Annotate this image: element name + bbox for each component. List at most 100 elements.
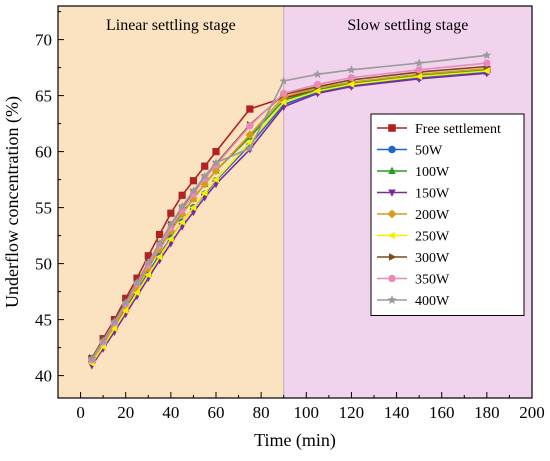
x-tick-label: 20 — [117, 403, 134, 422]
data-point — [211, 176, 219, 184]
data-point — [388, 189, 396, 197]
legend-item: 150W — [377, 187, 450, 202]
data-point — [178, 191, 186, 199]
data-point — [415, 66, 423, 74]
data-point — [211, 158, 221, 167]
y-tick-label: 65 — [35, 87, 52, 106]
legend-label: 150W — [415, 187, 450, 202]
x-tick-label: 80 — [253, 403, 270, 422]
data-point — [313, 87, 321, 95]
y-tick-label: 50 — [35, 255, 52, 274]
data-point — [132, 289, 140, 297]
x-tick-label: 40 — [162, 403, 179, 422]
x-axis-title: Time (min) — [254, 430, 336, 451]
data-point — [388, 274, 396, 283]
data-point — [388, 145, 396, 154]
data-point — [166, 235, 174, 243]
stage-region — [58, 6, 284, 398]
data-point — [245, 130, 255, 140]
data-point — [121, 307, 129, 315]
data-point — [246, 122, 254, 130]
stage-label: Linear settling stage — [106, 17, 236, 34]
data-point — [387, 209, 397, 219]
legend-label: Free settlement — [415, 122, 501, 137]
data-point — [143, 257, 153, 267]
data-point — [167, 209, 175, 217]
y-tick-label: 40 — [35, 367, 52, 386]
series-250w — [87, 67, 490, 367]
data-point — [144, 271, 152, 279]
y-tick-label: 45 — [35, 311, 52, 330]
y-axis-title: Underflow concentration (%) — [2, 96, 23, 308]
legend-item: 300W — [377, 251, 450, 266]
legend-label: 250W — [415, 230, 450, 245]
legend-label: 400W — [415, 294, 450, 309]
axes-layer: 0 20 40 60 80 100 120 140 160 180 200 40 45 50 55 60 65 7… — [35, 11, 545, 422]
x-tick-label: 180 — [474, 403, 500, 422]
data-point — [109, 317, 119, 326]
data-point — [347, 74, 356, 82]
data-point — [414, 58, 424, 67]
data-point — [280, 89, 288, 97]
data-point — [482, 67, 490, 75]
legend-item: 250W — [377, 230, 450, 245]
data-point — [313, 80, 322, 88]
data-point — [200, 171, 210, 181]
x-tick-label: 200 — [519, 403, 545, 422]
data-point — [388, 253, 397, 261]
series-400w — [87, 50, 492, 363]
data-point — [155, 238, 165, 248]
plot-frame — [57, 5, 533, 399]
data-point — [279, 76, 289, 85]
data-point — [189, 204, 197, 212]
data-point — [346, 65, 356, 74]
legend-label: 300W — [415, 251, 450, 266]
x-tick-label: 140 — [384, 403, 410, 422]
legend-item: 100W — [377, 165, 450, 180]
series-line — [91, 72, 487, 366]
data-point — [347, 80, 355, 88]
y-tick-label: 60 — [35, 143, 52, 162]
data-point — [144, 252, 152, 260]
legend-item: Free settlement — [377, 122, 501, 137]
series-line — [91, 67, 487, 362]
x-tick-label: 0 — [76, 403, 85, 422]
data-point — [212, 148, 220, 156]
x-tick-label: 160 — [429, 403, 455, 422]
legend-label: 100W — [415, 165, 450, 180]
stage-label: Slow settling stage — [347, 17, 468, 34]
data-point — [279, 98, 287, 106]
y-tick-label: 55 — [35, 199, 52, 218]
data-point — [188, 186, 198, 195]
data-point — [166, 219, 176, 229]
data-point — [245, 143, 255, 153]
data-point — [387, 231, 396, 240]
data-point — [121, 298, 131, 307]
legend-item: 200W — [377, 208, 450, 223]
data-point — [177, 201, 187, 211]
data-point — [482, 64, 492, 74]
data-point — [87, 354, 97, 363]
legend-label: 200W — [415, 208, 450, 223]
data-point — [387, 295, 397, 304]
y-tick-label: 70 — [35, 31, 52, 50]
data-point — [201, 162, 209, 170]
data-point — [388, 166, 396, 175]
x-tick-label: 100 — [294, 403, 320, 422]
data-point — [388, 124, 396, 132]
data-point — [246, 105, 254, 113]
data-point — [132, 277, 142, 287]
series-layer — [87, 50, 492, 370]
data-point — [200, 189, 208, 197]
legend-item: 350W — [377, 273, 450, 288]
data-point — [483, 59, 491, 67]
data-point — [110, 324, 118, 333]
series-line — [91, 70, 487, 364]
data-point — [178, 218, 186, 226]
data-point — [415, 72, 423, 81]
legend-label: 350W — [415, 273, 450, 288]
data-point — [155, 253, 163, 261]
x-tick-label: 120 — [339, 403, 365, 422]
data-point — [482, 50, 492, 60]
